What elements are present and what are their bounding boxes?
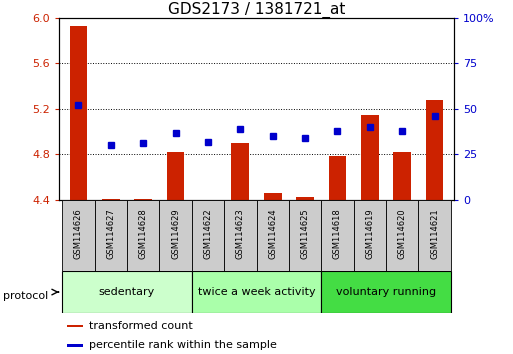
Text: GSM114622: GSM114622 [204,209,212,259]
Bar [167,152,185,200]
Bar [192,271,321,313]
Text: voluntary running: voluntary running [336,287,436,297]
Text: GSM114625: GSM114625 [301,209,309,259]
Bar [231,143,249,200]
Bar [224,200,256,271]
Bar [62,200,94,271]
Bar [94,200,127,271]
Text: GSM114629: GSM114629 [171,209,180,259]
Bar [289,200,321,271]
Bar [127,200,160,271]
Bar [160,200,192,271]
Bar [393,152,411,200]
Text: GSM114619: GSM114619 [365,209,374,259]
Text: sedentary: sedentary [99,287,155,297]
Bar [386,200,419,271]
Title: GDS2173 / 1381721_at: GDS2173 / 1381721_at [168,1,345,18]
Text: GSM114623: GSM114623 [236,209,245,259]
Bar [264,193,282,200]
Text: GSM114618: GSM114618 [333,209,342,259]
Text: GSM114628: GSM114628 [139,209,148,259]
Bar [192,200,224,271]
Text: percentile rank within the sample: percentile rank within the sample [89,341,278,350]
Bar [62,271,192,313]
Bar [328,155,346,200]
Bar [296,196,314,200]
Bar [321,200,353,271]
Bar [419,200,451,271]
Bar [67,344,84,347]
Text: GSM114620: GSM114620 [398,209,407,259]
Bar [102,199,120,200]
Bar [426,100,443,200]
Bar [256,200,289,271]
Bar [70,26,87,200]
Text: GSM114624: GSM114624 [268,209,277,259]
Bar [353,200,386,271]
Bar [67,325,84,327]
Bar [361,115,379,200]
Bar [134,199,152,200]
Text: transformed count: transformed count [89,321,193,331]
Bar [321,271,451,313]
Text: GSM114621: GSM114621 [430,209,439,259]
Text: protocol: protocol [3,291,48,301]
Text: twice a week activity: twice a week activity [198,287,315,297]
Text: GSM114627: GSM114627 [106,209,115,259]
Text: GSM114626: GSM114626 [74,209,83,259]
